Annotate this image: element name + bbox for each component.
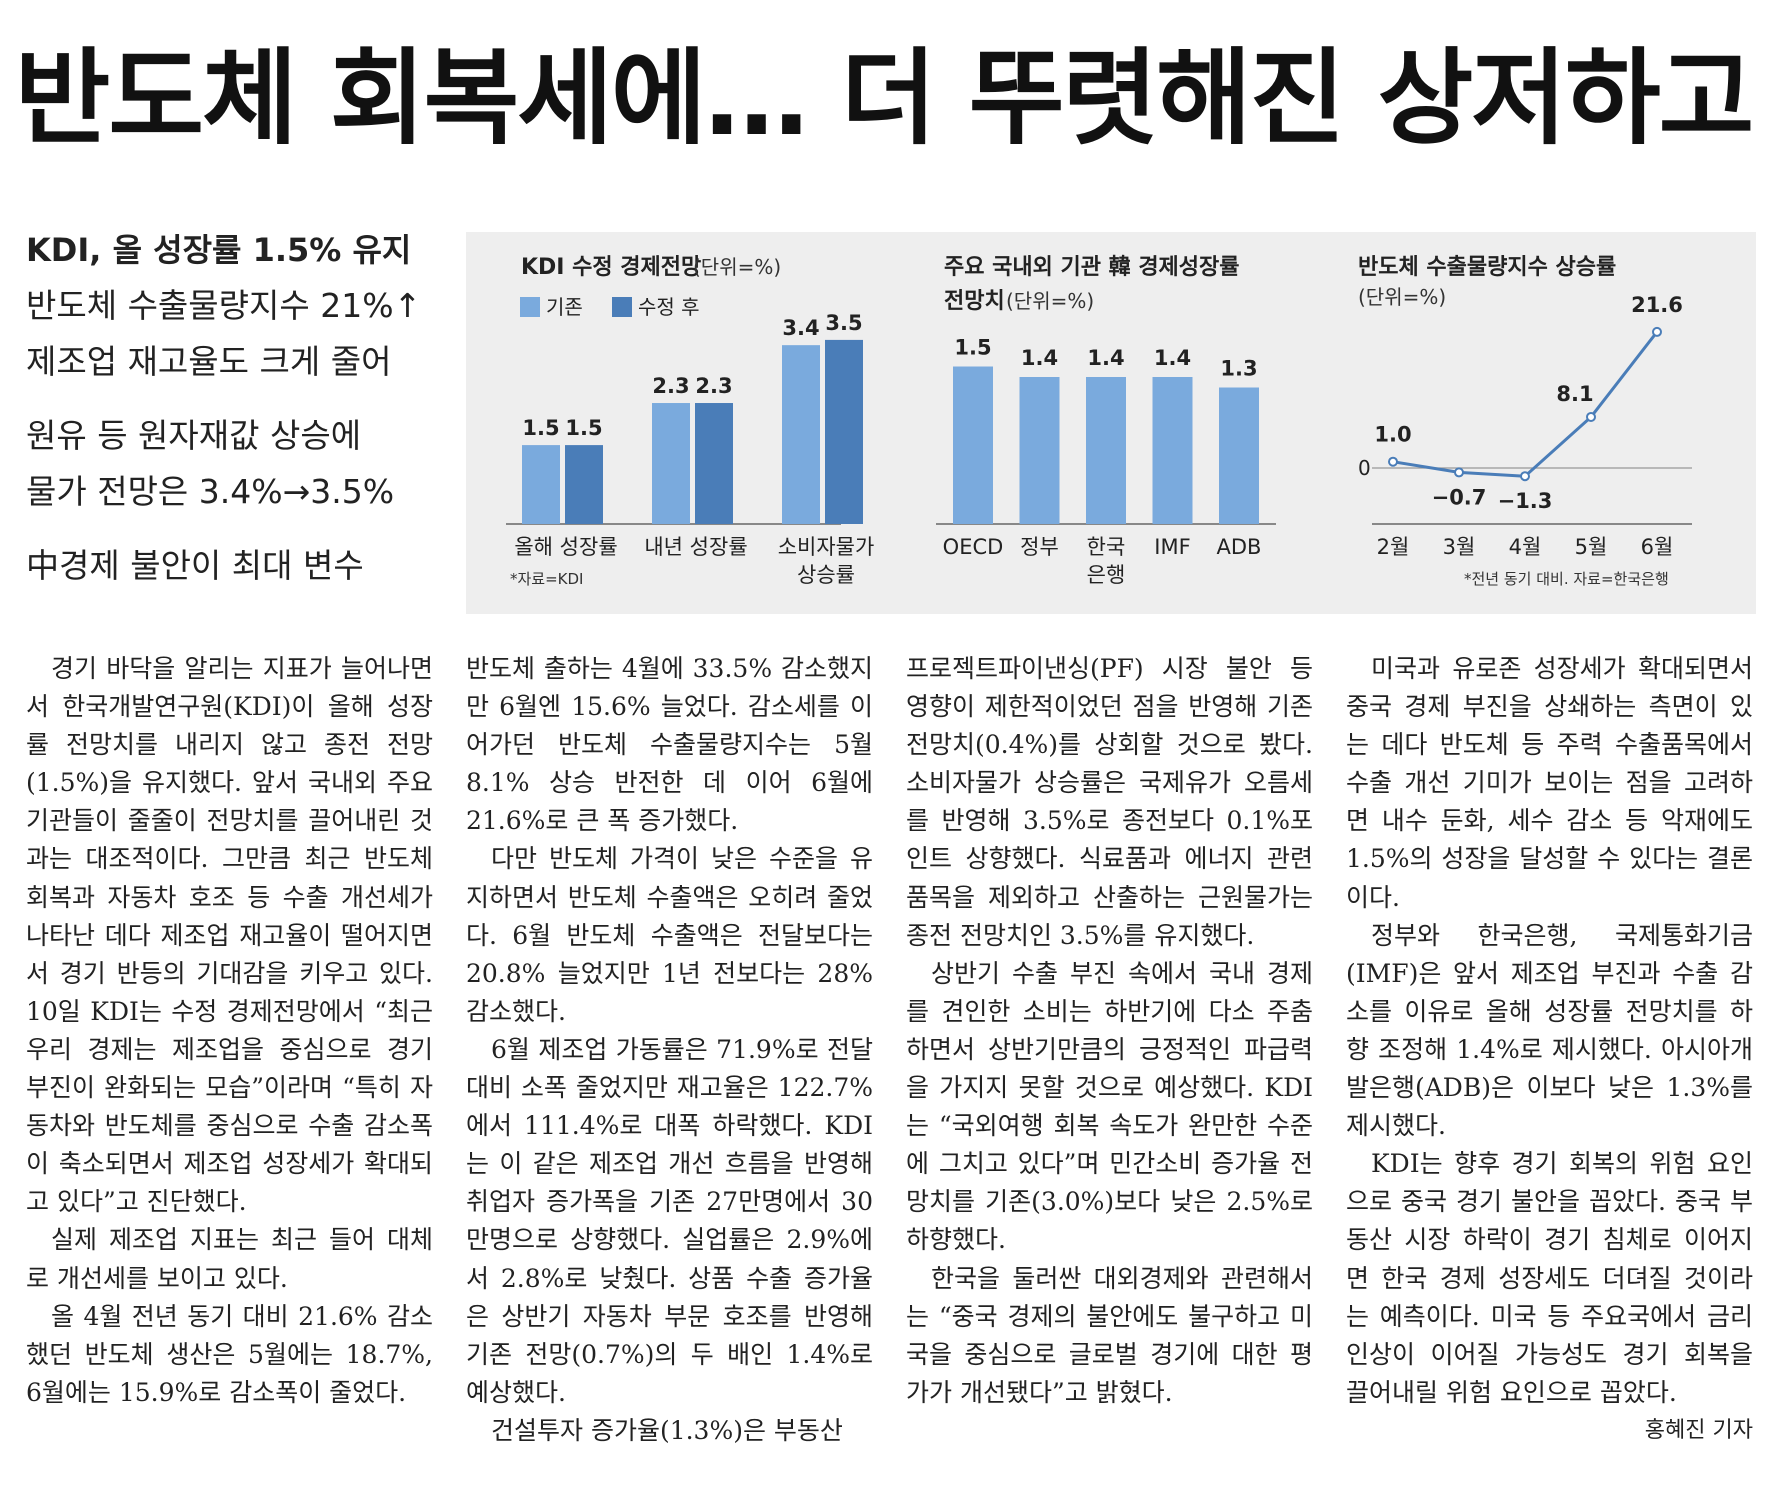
article-paragraph: 상반기 수출 부진 속에서 국내 경제를 견인한 소비는 하반기에 다소 주춤하… [906,958,1313,1255]
article-paragraph: 정부와 한국은행, 국제통화기금(IMF)은 앞서 제조업 부진과 수출 감소를… [1346,920,1753,1141]
chart2-data-label: 1.5 [954,336,991,360]
subhead-6: 中경제 불안이 최대 변수 [26,546,364,585]
chart3-source: *전년 동기 대비. 자료=한국은행 [1464,570,1669,588]
chart1-category: 소비자물가 [778,535,875,559]
chart1-category: 올해 성장률 [514,535,617,559]
subhead-1: KDI, 올 성장률 1.5% 유지 [26,231,412,269]
chart1-bar [782,345,820,524]
chart2-data-label: 1.4 [1021,346,1058,370]
chart2-bar [953,366,993,524]
chart2-bar [1152,377,1193,524]
chart3-data-label: 8.1 [1556,382,1593,406]
chart1-source: *자료=KDI [510,570,583,588]
chart2-category: OECD [943,535,1004,559]
article-column-2: 반도체 출하는 4월에 33.5% 감소했지만 6월엔 15.6% 늘었다. 감… [466,650,873,1450]
chart2-unit: (단위=%) [1006,289,1094,313]
article-body: 경기 바닥을 알리는 지표가 늘어나면서 한국개발연구원(KDI)이 올해 성장… [0,650,1767,1450]
legend-label-existing: 기존 [546,295,583,319]
chart2-category: 한국 [1087,535,1126,559]
article-paragraph: 올 4월 전년 동기 대비 21.6% 감소했던 반도체 생산은 5월에는 18… [26,1301,433,1407]
article-paragraph: 한국을 둘러싼 대외경제와 관련해서는 “중국 경제의 불안에도 불구하고 미국… [906,1263,1313,1407]
chart2-category: IMF [1154,535,1190,559]
chart3-point [1586,411,1596,422]
chart1-data-label: 3.5 [825,311,862,335]
chart2-category: 은행 [1087,563,1126,587]
chart1-title: KDI 수정 경제전망 [521,255,701,280]
chart1-category: 상승률 [797,563,855,587]
chart2-bar [1086,377,1126,524]
chart3-category: 4월 [1509,535,1542,559]
article-paragraph: 경기 바닥을 알리는 지표가 늘어나면서 한국개발연구원(KDI)이 올해 성장… [26,654,433,1217]
chart2-data-label: 1.4 [1154,346,1191,370]
subheads: KDI, 올 성장률 1.5% 유지 반도체 수출물량지수 21%↑ 제조업 재… [26,222,446,594]
article-paragraph: 6월 제조업 가동률은 71.9%로 전달 대비 소폭 줄었지만 재고율은 12… [466,1034,873,1407]
chart3-data-label: −1.3 [1498,489,1553,513]
chart3-category: 2월 [1377,535,1410,559]
chart3-data-label: 21.6 [1631,293,1683,317]
chart2-bar [1019,377,1060,524]
article-paragraph: 반도체 출하는 4월에 33.5% 감소했지만 6월엔 15.6% 늘었다. 감… [466,654,873,836]
chart3-title: 반도체 수출물량지수 상승률 [1358,255,1616,280]
chart1-bar [652,403,690,524]
chart2-data-label: 1.3 [1220,357,1257,381]
article-paragraph: 미국과 유로존 성장세가 확대되면서 중국 경제 부진을 상쇄하는 측면이 있는… [1346,654,1753,912]
article-paragraph: 프로젝트파이낸싱(PF) 시장 불안 등 영향이 제한적이었던 점을 반영해 기… [906,654,1313,950]
headline: 반도체 회복세에… 더 뚜렷해진 상저하고 [14,37,1755,159]
legend-swatch-revised [612,297,632,317]
chart3-point [1652,326,1662,337]
chart2-title: 주요 국내외 기관 韓 경제성장률 [944,254,1240,280]
chart1-bar [695,403,733,524]
byline: 홍혜진 기자 [1644,1417,1753,1443]
chart1-bar [565,445,603,524]
article-column-1: 경기 바닥을 알리는 지표가 늘어나면서 한국개발연구원(KDI)이 올해 성장… [26,650,433,1412]
subhead-4: 원유 등 원자재값 상승에 [26,416,362,455]
chart1-data-label: 3.4 [782,316,819,340]
chart-panel: KDI 수정 경제전망 (단위=%) 기존 수정 후 1.5 2.3 3.4 1.5 2.3 3.… [466,232,1756,614]
subhead-2: 반도체 수출물량지수 21%↑ [26,286,422,325]
chart1-unit: (단위=%) [693,255,781,279]
chart3-data-label: 1.0 [1374,423,1411,447]
chart3-point [1454,467,1464,478]
chart1-data-label: 2.3 [652,374,689,398]
chart2-title: 전망치 [944,289,1005,314]
article-column-3: 프로젝트파이낸싱(PF) 시장 불안 등 영향이 제한적이었던 점을 반영해 기… [906,650,1313,1412]
legend-label-revised: 수정 후 [638,295,700,319]
article-column-4: 미국과 유로존 성장세가 확대되면서 중국 경제 부진을 상쇄하는 측면이 있는… [1346,650,1753,1450]
chart1-bar [522,445,560,524]
chart3-category: 3월 [1443,535,1476,559]
chart1-data-label: 1.5 [522,416,559,440]
chart3-series-line [1392,331,1659,478]
chart2-data-label: 1.4 [1087,346,1124,370]
charts-svg: KDI 수정 경제전망(단위=%)기존 수정 후1.52.33.41.52.33.… [506,254,1692,588]
chart3-data-label: −0.7 [1432,485,1487,509]
chart3-unit: (단위=%) [1358,285,1446,309]
chart3-category: 5월 [1575,535,1608,559]
article-paragraph: 다만 반도체 가격이 낮은 수준을 유지하면서 반도체 수출액은 오히려 줄었다… [466,844,873,1026]
article-paragraph: KDI는 향후 경기 회복의 위험 요인으로 중국 경기 불안을 꼽았다. 중국… [1346,1149,1753,1407]
chart3-category: 6월 [1641,535,1674,559]
chart3-point [1388,456,1398,467]
subhead-5: 물가 전망은 3.4%→3.5% [26,472,395,511]
chart3-point [1520,471,1530,482]
chart1-category: 내년 성장률 [644,535,747,559]
chart3-zero-label: 0 [1358,456,1371,480]
chart2-category: 정부 [1020,535,1059,559]
article-paragraph: 건설투자 증가율(1.3%)은 부동산 [491,1415,843,1445]
chart2-bar [1219,387,1259,524]
chart1-data-label: 2.3 [695,374,732,398]
chart2-category: ADB [1217,535,1262,559]
chart1-data-label: 1.5 [565,416,602,440]
article-paragraph: 실제 제조업 지표는 최근 들어 대체로 개선세를 보이고 있다. [26,1225,433,1293]
legend-swatch-existing [520,297,540,317]
subhead-3: 제조업 재고율도 크게 줄어 [26,342,392,381]
chart1-bar [825,339,863,524]
